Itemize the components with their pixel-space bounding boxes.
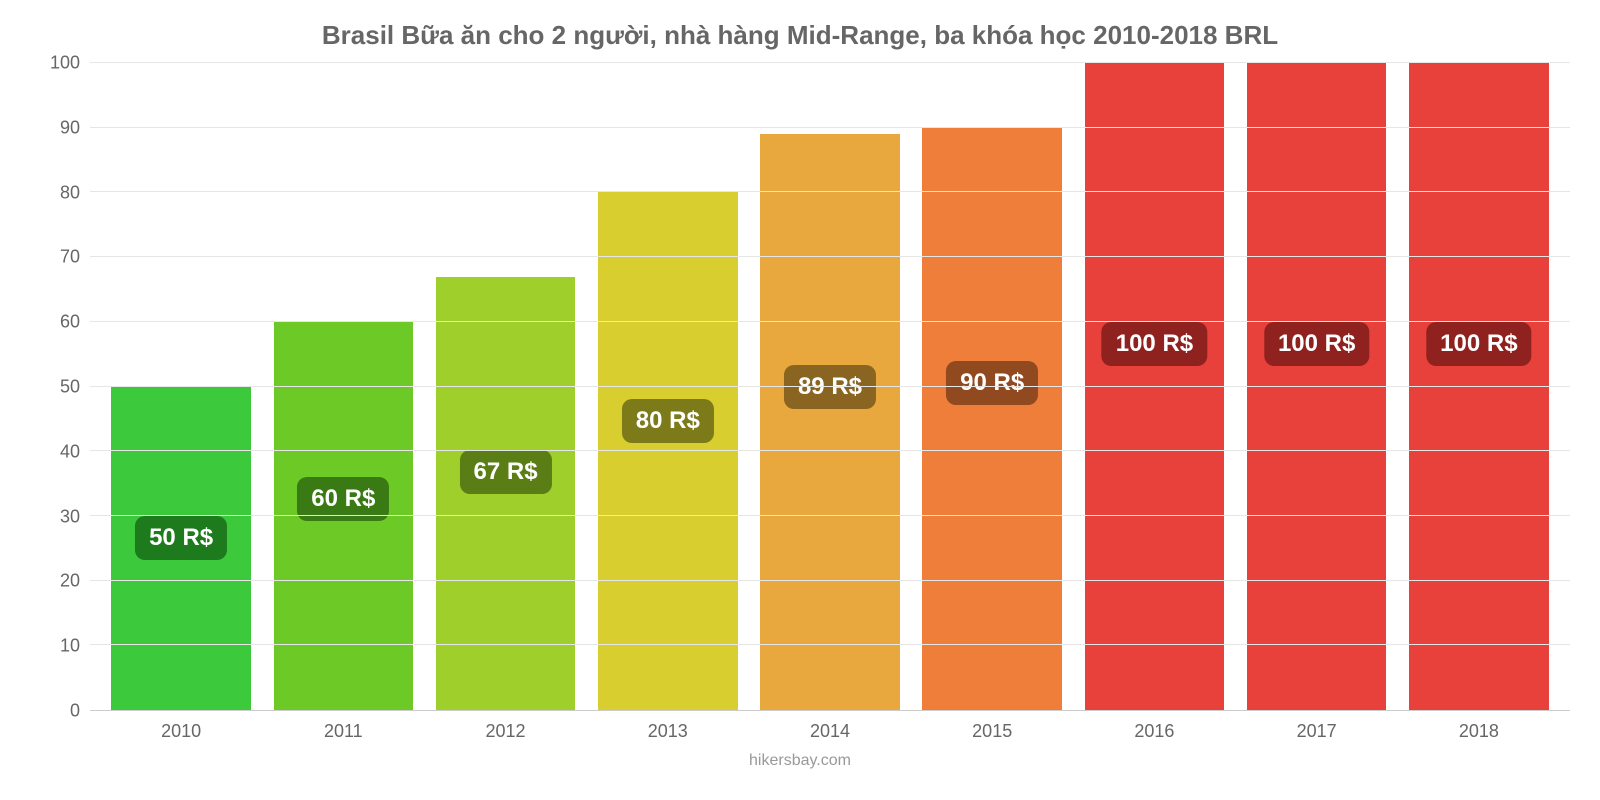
x-axis-label: 2016 [1073,721,1235,742]
x-axis-label: 2018 [1398,721,1560,742]
gridline [90,127,1570,128]
y-axis-tick: 70 [30,247,80,268]
chart-title: Brasil Bữa ăn cho 2 người, nhà hàng Mid-… [30,20,1570,51]
bar: 89 R$ [760,134,900,710]
gridline [90,450,1570,451]
x-axis-label: 2014 [749,721,911,742]
y-axis-tick: 100 [30,53,80,74]
bar: 60 R$ [274,322,414,710]
value-badge: 67 R$ [460,450,552,494]
x-axis-labels: 201020112012201320142015201620172018 [90,711,1570,742]
plot-area: 50 R$ 60 R$ 67 R$ 80 R$ 89 R$ 90 R$ 100 R$ 100 … [90,63,1570,711]
bar-slot: 67 R$ [424,63,586,710]
bar: 80 R$ [598,192,738,710]
bar: 100 R$ [1247,63,1387,710]
y-axis-tick: 50 [30,377,80,398]
x-axis-label: 2010 [100,721,262,742]
gridline [90,580,1570,581]
bar-chart: Brasil Bữa ăn cho 2 người, nhà hàng Mid-… [0,0,1600,800]
value-badge: 89 R$ [784,365,876,409]
y-axis-tick: 20 [30,571,80,592]
gridline [90,256,1570,257]
bar: 90 R$ [922,128,1062,710]
value-badge: 100 R$ [1426,322,1531,366]
x-axis-label: 2015 [911,721,1073,742]
x-axis: 201020112012201320142015201620172018 [30,711,1570,742]
x-axis-label: 2011 [262,721,424,742]
y-axis-tick: 80 [30,182,80,203]
bar-slot: 100 R$ [1236,63,1398,710]
y-axis-tick: 0 [30,701,80,722]
y-axis-tick: 90 [30,117,80,138]
x-axis-label: 2013 [587,721,749,742]
value-badge: 50 R$ [135,516,227,560]
bar-slot: 50 R$ [100,63,262,710]
bar-slot: 100 R$ [1398,63,1560,710]
value-badge: 100 R$ [1264,322,1369,366]
y-axis: 0102030405060708090100 [30,63,90,711]
bar-slot: 100 R$ [1073,63,1235,710]
bar-slot: 89 R$ [749,63,911,710]
bar-slot: 80 R$ [587,63,749,710]
gridline [90,644,1570,645]
y-axis-tick: 10 [30,636,80,657]
gridline [90,515,1570,516]
bar: 50 R$ [111,387,251,711]
gridline [90,386,1570,387]
bar: 100 R$ [1409,63,1549,710]
bar: 100 R$ [1085,63,1225,710]
y-axis-tick: 60 [30,312,80,333]
x-axis-label: 2017 [1236,721,1398,742]
bar-slot: 90 R$ [911,63,1073,710]
value-badge: 100 R$ [1102,322,1207,366]
gridline [90,321,1570,322]
attribution: hikersbay.com [30,752,1570,770]
plot-row: 0102030405060708090100 50 R$60 R$67 R$80… [30,63,1570,711]
gridline [90,62,1570,63]
value-badge: 80 R$ [622,399,714,443]
bar-slot: 60 R$ [262,63,424,710]
gridline [90,191,1570,192]
value-badge: 90 R$ [946,361,1038,405]
y-axis-tick: 30 [30,506,80,527]
x-axis-label: 2012 [424,721,586,742]
bars-container: 50 R$ 60 R$ 67 R$ 80 R$ 89 R$ 90 R$ 100 R$ 100 … [90,63,1570,710]
y-axis-tick: 40 [30,441,80,462]
